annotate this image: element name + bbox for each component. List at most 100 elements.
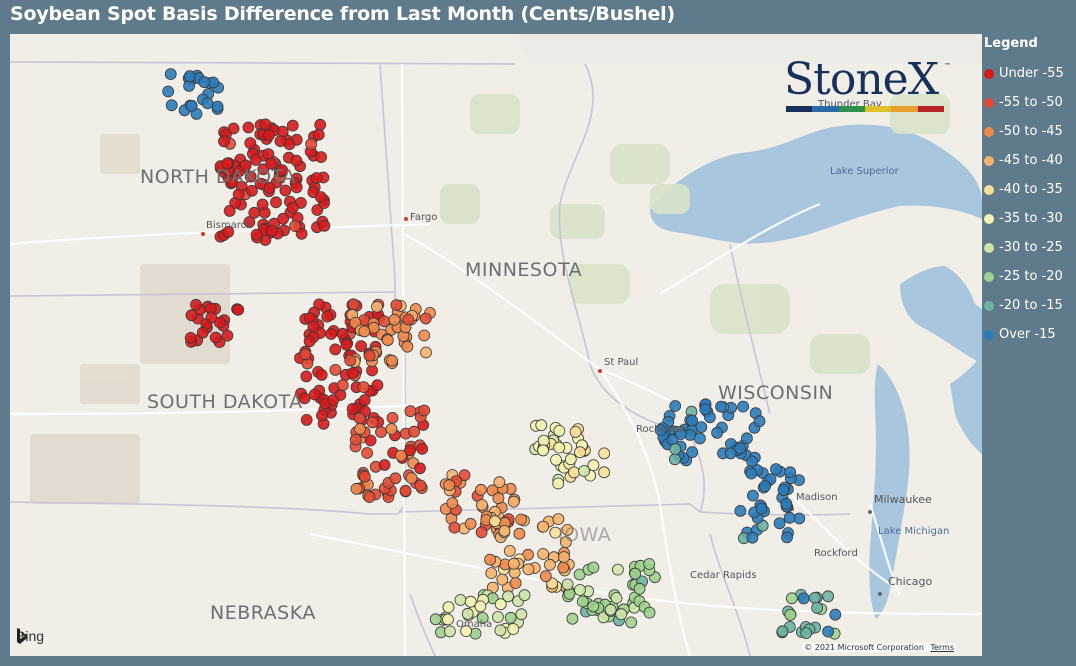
basis-marker[interactable] [822,625,834,638]
legend-item[interactable]: Over -15 [984,320,1076,349]
basis-marker[interactable] [746,531,759,544]
basis-marker[interactable] [375,426,387,439]
basis-marker[interactable] [209,331,222,344]
basis-marker[interactable] [250,228,263,241]
basis-marker[interactable] [336,379,349,392]
basis-marker[interactable] [358,394,371,407]
basis-marker[interactable] [461,607,474,620]
basis-marker[interactable] [390,299,403,312]
basis-marker[interactable] [669,400,682,412]
basis-marker[interactable] [715,400,727,413]
legend-item[interactable]: -20 to -15 [984,291,1076,320]
basis-marker[interactable] [404,444,417,457]
basis-marker[interactable] [741,432,753,445]
basis-marker[interactable] [185,309,198,322]
basis-marker[interactable] [270,196,282,209]
basis-marker[interactable] [566,612,579,625]
basis-marker[interactable] [770,463,782,476]
basis-marker[interactable] [515,513,528,526]
basis-marker[interactable] [274,135,287,148]
basis-marker[interactable] [574,446,586,459]
basis-marker[interactable] [494,598,507,611]
basis-marker[interactable] [502,590,515,603]
basis-marker[interactable] [474,600,487,613]
basis-marker[interactable] [361,447,374,459]
basis-marker[interactable] [734,442,746,455]
basis-marker[interactable] [394,449,407,462]
basis-marker[interactable] [784,466,797,479]
map-canvas[interactable]: NORTH DAKOTA MINNESOTA SOUTH DAKOTA WISC… [10,34,982,656]
basis-marker[interactable] [669,453,681,466]
basis-marker[interactable] [612,563,624,576]
basis-marker[interactable] [568,466,580,479]
basis-marker[interactable] [318,219,331,232]
basis-marker[interactable] [244,170,257,183]
basis-marker[interactable] [276,125,289,138]
basis-marker[interactable] [535,419,548,432]
basis-marker[interactable] [643,558,656,570]
basis-marker[interactable] [553,441,565,454]
basis-marker[interactable] [371,300,383,313]
basis-marker[interactable] [184,331,197,344]
basis-marker[interactable] [476,612,489,624]
basis-marker[interactable] [404,405,417,418]
basis-marker[interactable] [553,424,566,437]
basis-marker[interactable] [290,181,303,194]
basis-marker[interactable] [222,225,235,238]
basis-marker[interactable] [259,118,272,131]
basis-marker[interactable] [557,561,570,574]
basis-marker[interactable] [381,334,394,347]
basis-marker[interactable] [346,367,359,380]
basis-marker[interactable] [344,354,357,367]
basis-marker[interactable] [416,442,429,455]
basis-marker[interactable] [329,363,342,376]
basis-marker[interactable] [165,99,178,112]
basis-marker[interactable] [643,606,656,619]
basis-marker[interactable] [633,582,646,595]
basis-marker[interactable] [314,118,327,131]
basis-marker[interactable] [305,138,318,150]
basis-marker[interactable] [358,470,371,483]
basis-marker[interactable] [364,434,377,447]
basis-marker[interactable] [615,608,628,621]
basis-marker[interactable] [695,421,708,434]
basis-marker[interactable] [223,204,236,217]
basis-marker[interactable] [454,594,467,606]
basis-marker[interactable] [232,188,245,201]
basis-marker[interactable] [349,433,362,446]
basis-marker[interactable] [522,563,535,576]
basis-marker[interactable] [576,595,589,608]
basis-marker[interactable] [408,425,421,438]
basis-marker[interactable] [315,151,328,163]
basis-marker[interactable] [776,625,789,638]
basis-marker[interactable] [232,303,245,316]
basis-marker[interactable] [310,172,323,184]
basis-marker[interactable] [446,497,459,510]
basis-marker[interactable] [405,472,418,485]
legend-item[interactable]: -25 to -20 [984,262,1076,291]
basis-marker[interactable] [300,413,313,426]
basis-marker[interactable] [239,159,252,172]
basis-marker[interactable] [537,520,549,533]
basis-marker[interactable] [564,453,577,466]
basis-marker[interactable] [464,595,477,608]
basis-marker[interactable] [371,379,384,392]
basis-marker[interactable] [475,498,488,511]
basis-marker[interactable] [386,411,399,424]
basis-marker[interactable] [504,611,517,624]
basis-marker[interactable] [378,459,391,471]
basis-marker[interactable] [464,517,477,530]
basis-marker[interactable] [363,491,376,504]
basis-marker[interactable] [561,523,574,536]
basis-marker[interactable] [675,428,687,441]
basis-marker[interactable] [350,482,363,495]
basis-marker[interactable] [298,392,311,405]
basis-marker[interactable] [263,181,276,194]
basis-marker[interactable] [448,521,461,534]
basis-marker[interactable] [780,497,793,510]
basis-marker[interactable] [190,298,202,311]
basis-marker[interactable] [321,310,334,323]
basis-marker[interactable] [507,557,520,570]
basis-marker[interactable] [389,472,402,485]
basis-marker[interactable] [386,354,398,367]
